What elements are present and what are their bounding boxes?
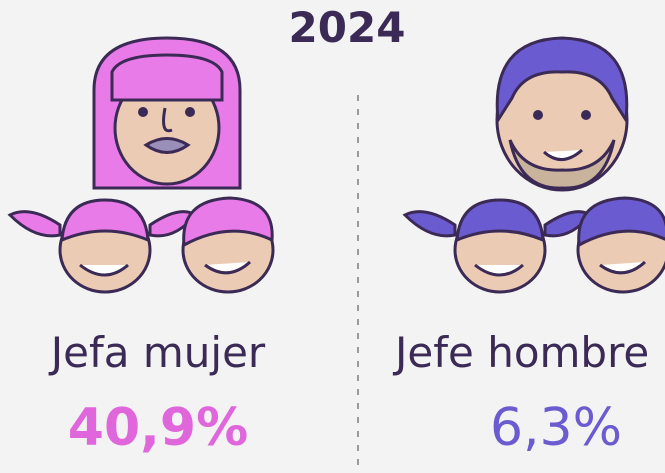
title: 2024	[289, 3, 406, 52]
panel-label: Jefe hombre	[392, 328, 649, 377]
panel-value: 6,3%	[490, 398, 622, 458]
panel-label: Jefa mujer	[48, 328, 266, 377]
panel-value: 40,9%	[68, 398, 248, 458]
infographic: 2024	[0, 0, 665, 473]
woman-icon	[94, 38, 240, 188]
man-icon	[497, 38, 627, 190]
boy-icon	[578, 198, 665, 292]
boy-icon	[183, 198, 273, 292]
